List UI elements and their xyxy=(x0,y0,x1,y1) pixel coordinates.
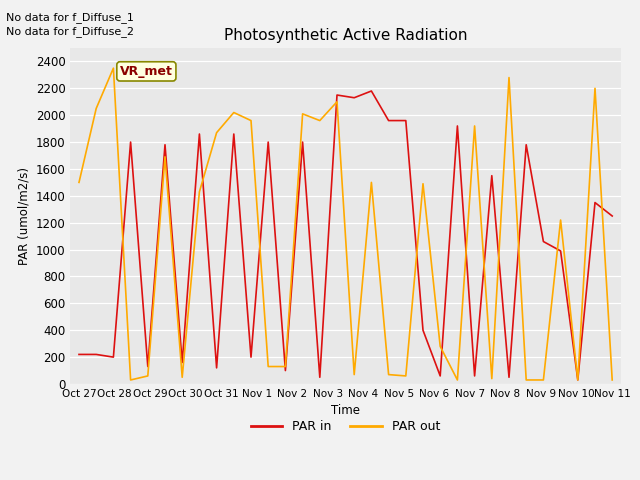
Text: VR_met: VR_met xyxy=(120,65,173,78)
PAR in xyxy=(230,131,237,137)
PAR in xyxy=(574,377,582,383)
PAR in xyxy=(264,139,272,145)
PAR in xyxy=(282,368,289,373)
PAR out xyxy=(419,181,427,187)
PAR out xyxy=(127,377,134,383)
PAR in xyxy=(179,360,186,365)
PAR in xyxy=(196,131,204,137)
PAR in xyxy=(488,173,495,179)
PAR out xyxy=(230,109,237,115)
PAR out xyxy=(609,377,616,383)
PAR out xyxy=(247,118,255,123)
PAR in xyxy=(127,139,134,145)
PAR out xyxy=(574,377,582,383)
PAR out xyxy=(75,180,83,185)
PAR in xyxy=(92,351,100,357)
PAR out xyxy=(179,374,186,380)
PAR out xyxy=(385,372,392,377)
PAR in xyxy=(454,123,461,129)
PAR out xyxy=(264,364,272,370)
PAR in xyxy=(316,374,324,380)
X-axis label: Time: Time xyxy=(331,405,360,418)
PAR in xyxy=(591,200,599,205)
PAR in xyxy=(522,142,530,148)
PAR out xyxy=(557,217,564,223)
PAR out xyxy=(402,373,410,379)
PAR in xyxy=(419,327,427,333)
PAR in xyxy=(161,142,169,148)
Legend: PAR in, PAR out: PAR in, PAR out xyxy=(246,415,445,438)
Line: PAR out: PAR out xyxy=(79,68,612,380)
PAR out xyxy=(109,65,117,71)
PAR out xyxy=(591,85,599,91)
PAR out xyxy=(161,154,169,160)
PAR in xyxy=(212,365,220,371)
PAR out xyxy=(367,180,375,185)
PAR in xyxy=(505,374,513,380)
PAR out xyxy=(540,377,547,383)
PAR in xyxy=(144,364,152,370)
PAR in xyxy=(247,354,255,360)
Title: Photosynthetic Active Radiation: Photosynthetic Active Radiation xyxy=(224,28,467,43)
PAR in xyxy=(471,373,479,379)
PAR out xyxy=(299,111,307,117)
Y-axis label: PAR (umol/m2/s): PAR (umol/m2/s) xyxy=(17,167,30,265)
PAR in xyxy=(540,239,547,244)
PAR out xyxy=(350,372,358,377)
PAR in xyxy=(75,351,83,357)
PAR out xyxy=(316,118,324,123)
PAR out xyxy=(436,344,444,349)
PAR in xyxy=(333,92,341,98)
PAR out xyxy=(144,373,152,379)
PAR in xyxy=(350,95,358,101)
PAR out xyxy=(471,123,479,129)
PAR in xyxy=(436,373,444,379)
PAR in xyxy=(109,354,117,360)
Line: PAR in: PAR in xyxy=(79,91,612,380)
PAR out xyxy=(212,130,220,135)
PAR in xyxy=(609,213,616,219)
PAR out xyxy=(522,377,530,383)
PAR out xyxy=(454,377,461,383)
PAR out xyxy=(92,106,100,111)
PAR in xyxy=(385,118,392,123)
Text: No data for f_Diffuse_2: No data for f_Diffuse_2 xyxy=(6,26,134,37)
PAR in xyxy=(299,139,307,145)
PAR out xyxy=(505,75,513,81)
PAR out xyxy=(282,364,289,370)
PAR in xyxy=(367,88,375,94)
Text: No data for f_Diffuse_1: No data for f_Diffuse_1 xyxy=(6,12,134,23)
PAR out xyxy=(333,99,341,105)
PAR out xyxy=(488,376,495,382)
PAR in xyxy=(402,118,410,123)
PAR in xyxy=(557,248,564,254)
PAR out xyxy=(196,189,204,195)
